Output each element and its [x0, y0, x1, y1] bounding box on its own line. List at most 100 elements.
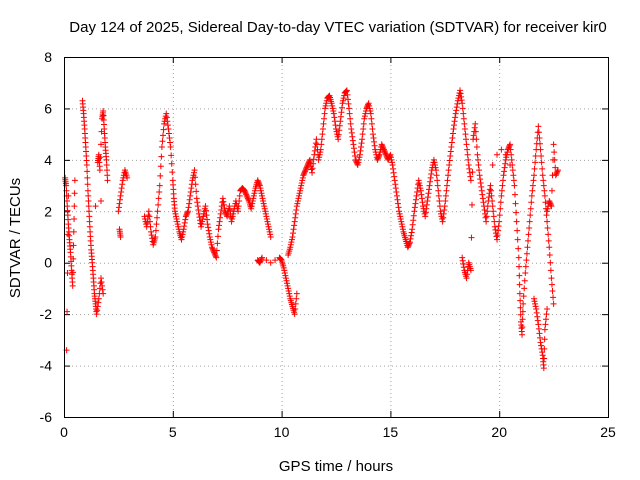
data-point: [260, 200, 267, 207]
data-point: [535, 325, 542, 332]
data-point: [181, 223, 188, 230]
data-point: [432, 164, 439, 171]
data-point: [391, 173, 398, 180]
data-point: [423, 205, 430, 212]
data-point: [397, 213, 404, 220]
data-point: [336, 127, 343, 134]
data-point: [485, 194, 492, 201]
data-point: [506, 142, 513, 149]
data-point: [422, 213, 429, 220]
data-point: [257, 257, 264, 264]
data-point: [532, 300, 539, 307]
data-point: [538, 342, 545, 349]
data-point: [280, 264, 287, 271]
data-point: [477, 176, 484, 183]
data-point: [517, 304, 524, 311]
data-point: [224, 213, 231, 220]
data-point: [207, 239, 214, 246]
data-point: [281, 270, 288, 276]
data-point: [329, 102, 336, 109]
data-point: [308, 166, 315, 173]
data-point: [513, 209, 520, 216]
data-point: [543, 212, 550, 219]
data-point: [491, 223, 498, 230]
data-point: [302, 167, 309, 174]
data-point: [294, 200, 301, 207]
data-point: [386, 153, 393, 159]
data-point: [350, 141, 357, 148]
data-point: [355, 159, 362, 166]
data-point: [292, 214, 299, 221]
data-point: [260, 198, 267, 204]
data-point: [261, 203, 268, 210]
data-point: [360, 126, 367, 132]
data-point: [157, 172, 164, 179]
data-point: [99, 282, 106, 289]
data-point: [291, 311, 298, 318]
data-point: [205, 224, 212, 231]
data-point: [295, 195, 302, 202]
data-point: [104, 177, 111, 184]
data-point: [251, 190, 258, 197]
data-point: [209, 245, 216, 252]
data-point: [262, 208, 269, 215]
data-point: [409, 226, 416, 233]
data-point: [447, 148, 454, 155]
data-point: [117, 196, 124, 203]
data-point: [351, 149, 358, 156]
data-point: [393, 192, 400, 199]
data-point: [439, 218, 446, 225]
data-point: [210, 246, 217, 253]
data-point: [292, 306, 299, 312]
data-point: [346, 110, 353, 117]
data-point: [509, 167, 516, 174]
data-point: [502, 160, 509, 167]
data-point: [229, 216, 236, 222]
data-point: [166, 135, 173, 141]
data-point: [515, 245, 522, 252]
data-point: [356, 154, 363, 161]
plot-frame: [64, 57, 609, 418]
data-point: [464, 271, 471, 278]
data-point: [85, 203, 92, 210]
data-point: [300, 171, 307, 177]
data-point: [194, 203, 201, 210]
data-point: [257, 185, 264, 192]
data-point: [254, 177, 261, 184]
data-point: [510, 177, 517, 184]
data-point: [249, 198, 256, 204]
data-point: [96, 167, 103, 174]
data-point: [451, 118, 458, 125]
data-point: [200, 213, 207, 220]
data-point: [431, 159, 438, 166]
data-point: [461, 126, 468, 132]
data-point: [64, 308, 71, 315]
data-point: [494, 232, 501, 239]
data-point: [379, 144, 386, 150]
data-point: [350, 145, 357, 152]
data-point: [103, 162, 110, 168]
data-point: [424, 198, 431, 204]
data-point: [354, 162, 361, 168]
data-point: [481, 207, 488, 213]
data-point: [528, 192, 535, 199]
data-point: [290, 230, 297, 237]
data-point: [85, 198, 92, 204]
data-point: [97, 198, 104, 204]
data-point: [542, 316, 549, 323]
data-point: [467, 267, 474, 274]
data-point: [163, 110, 170, 117]
y-tick-label: -2: [40, 306, 53, 322]
data-point: [406, 239, 413, 246]
data-point: [187, 189, 194, 195]
data-point: [526, 225, 533, 231]
data-point: [358, 144, 365, 150]
data-point: [158, 144, 165, 150]
data-point: [445, 172, 452, 179]
data-point: [472, 120, 479, 127]
data-point: [390, 169, 397, 176]
data-point: [94, 303, 101, 310]
data-point: [185, 204, 192, 211]
data-point: [354, 160, 361, 167]
data-point: [439, 216, 446, 222]
